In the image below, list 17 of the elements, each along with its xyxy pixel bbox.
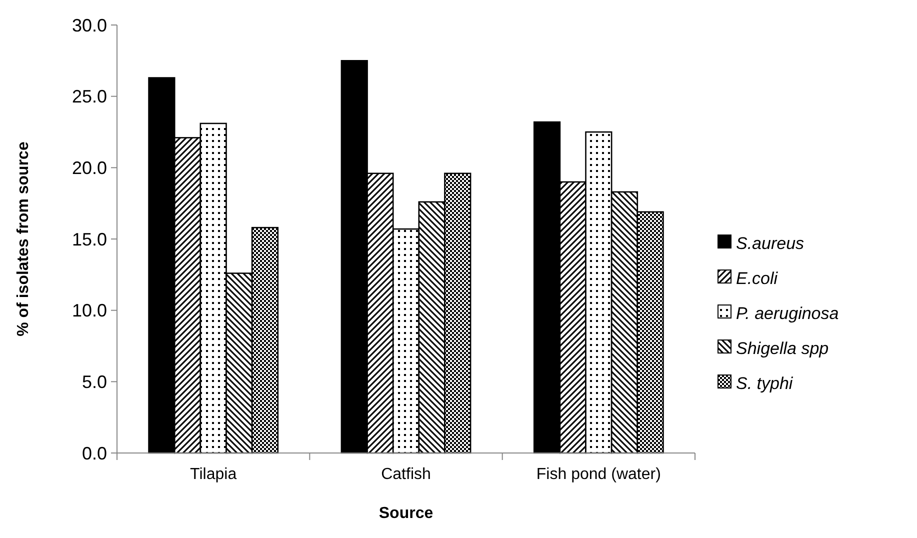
- y-tick-label: 5.0: [82, 372, 107, 392]
- y-tick-label: 25.0: [72, 86, 107, 107]
- x-axis-title: Source: [378, 505, 434, 522]
- y-tick-label: 0.0: [82, 443, 107, 464]
- y-tick-label: 10.0: [72, 300, 107, 321]
- y-tick-label: 15.0: [72, 229, 107, 250]
- y-tick-label: 20.0: [72, 158, 107, 178]
- legend-label: E.coli: [736, 268, 779, 288]
- legend-label: S.aureus: [736, 234, 805, 253]
- x-tick-label: Tilapia: [190, 466, 237, 483]
- legend-label: S. typhi: [736, 374, 794, 393]
- legend-label: Shigella spp: [736, 338, 829, 358]
- y-tick-label: 30.0: [72, 15, 107, 36]
- y-axis-title: % of isolates from source: [15, 142, 32, 336]
- legend-label: P. aeruginosa: [736, 304, 839, 323]
- x-tick-label: Catfish: [381, 466, 431, 483]
- x-tick-label: Fish pond (water): [536, 466, 661, 483]
